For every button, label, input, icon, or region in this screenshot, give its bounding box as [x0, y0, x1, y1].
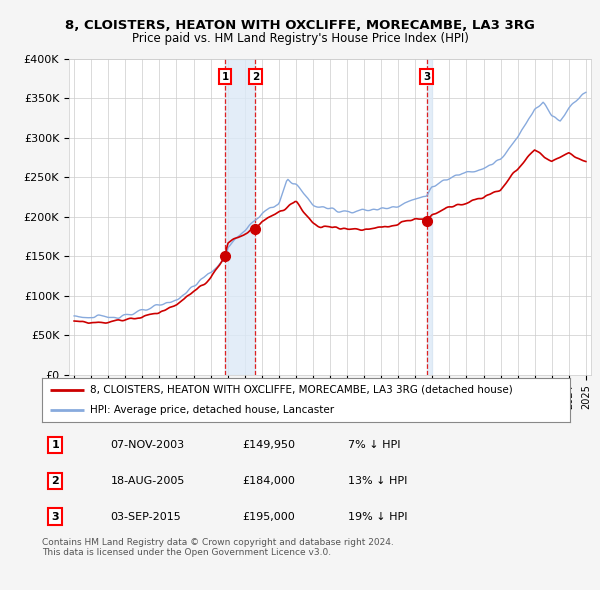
Text: 07-NOV-2003: 07-NOV-2003	[110, 440, 185, 450]
Text: 8, CLOISTERS, HEATON WITH OXCLIFFE, MORECAMBE, LA3 3RG (detached house): 8, CLOISTERS, HEATON WITH OXCLIFFE, MORE…	[89, 385, 512, 395]
Text: 2: 2	[52, 476, 59, 486]
Bar	[225, 59, 256, 375]
Text: 13% ↓ HPI: 13% ↓ HPI	[348, 476, 407, 486]
Text: Price paid vs. HM Land Registry's House Price Index (HPI): Price paid vs. HM Land Registry's House …	[131, 32, 469, 45]
Text: £184,000: £184,000	[242, 476, 296, 486]
Text: £195,000: £195,000	[242, 512, 295, 522]
Text: 1: 1	[221, 71, 229, 81]
Text: 1: 1	[52, 440, 59, 450]
Text: 8, CLOISTERS, HEATON WITH OXCLIFFE, MORECAMBE, LA3 3RG: 8, CLOISTERS, HEATON WITH OXCLIFFE, MORE…	[65, 19, 535, 32]
Text: Contains HM Land Registry data © Crown copyright and database right 2024.
This d: Contains HM Land Registry data © Crown c…	[42, 538, 394, 558]
Text: 2: 2	[252, 71, 259, 81]
Text: HPI: Average price, detached house, Lancaster: HPI: Average price, detached house, Lanc…	[89, 405, 334, 415]
Text: 3: 3	[423, 71, 430, 81]
Text: 18-AUG-2005: 18-AUG-2005	[110, 476, 185, 486]
Text: 19% ↓ HPI: 19% ↓ HPI	[348, 512, 408, 522]
Text: £149,950: £149,950	[242, 440, 296, 450]
Text: 7% ↓ HPI: 7% ↓ HPI	[348, 440, 401, 450]
Bar	[427, 59, 433, 375]
Text: 3: 3	[52, 512, 59, 522]
Text: 03-SEP-2015: 03-SEP-2015	[110, 512, 181, 522]
